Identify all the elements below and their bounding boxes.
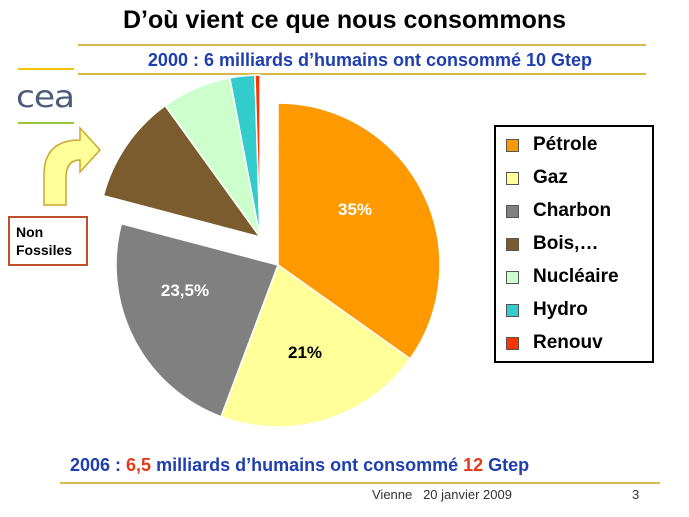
legend-label: Charbon	[533, 200, 612, 221]
bottom-year: 2006 :	[70, 455, 127, 475]
legend-label: Bois,…	[533, 233, 599, 254]
legend-swatch	[506, 336, 519, 350]
bottom-statement: 2006 : 6,5 milliards d’humains ont conso…	[70, 455, 689, 476]
slide-title: D’où vient ce que nous consommons	[122, 6, 567, 34]
slide-subtitle: 2000 : 6 milliards d’humains ont consomm…	[147, 50, 593, 70]
legend-label: Hydro	[533, 299, 588, 320]
pie-slice-charbon	[115, 222, 279, 418]
legend-item: Pétrole	[506, 133, 597, 157]
legend-swatch	[506, 270, 519, 284]
bottom-unit: Gtep	[483, 455, 530, 475]
pie-slice-bois	[102, 104, 262, 239]
legend-label: Gaz	[533, 167, 568, 188]
legend-swatch	[506, 303, 519, 317]
pie-data-labels: 35% 21% 23,5%	[161, 200, 372, 362]
pie-slice-gaz	[220, 263, 412, 428]
footer-text: Vienne 20 janvier 2009	[372, 487, 512, 502]
legend-item: Charbon	[506, 199, 611, 223]
legend-label: Pétrole	[533, 134, 598, 155]
bottom-text: milliards d’humains ont consommé	[151, 455, 464, 475]
non-fossiles-line1: Non	[16, 224, 44, 240]
logo-bar-yellow	[18, 68, 74, 70]
legend-label: Renouv	[533, 332, 603, 353]
legend-item: Bois,…	[506, 232, 598, 256]
legend-swatch	[506, 171, 519, 185]
slice-data-label: 21%	[288, 343, 322, 362]
legend-item: Gaz	[506, 166, 568, 190]
legend-item: Renouv	[506, 331, 603, 355]
legend-item: Nucléaire	[506, 265, 619, 289]
footer-rule	[60, 482, 660, 484]
bottom-gtep: 12	[463, 455, 484, 475]
subtitle-rule	[78, 73, 646, 75]
page-number: 3	[632, 487, 640, 502]
legend-label: Nucléaire	[533, 266, 619, 287]
non-fossiles-label: Non Fossiles	[8, 216, 88, 266]
pie-slice-pétrole	[277, 102, 441, 360]
title-rule	[78, 44, 646, 46]
curved-arrow-icon	[43, 126, 102, 206]
pie-slices	[102, 74, 441, 428]
logo-bar-green	[18, 122, 74, 124]
slice-data-label: 35%	[338, 200, 372, 219]
pie-slice-renouv	[254, 74, 261, 238]
bottom-population: 6,5	[126, 455, 152, 475]
legend-swatch	[506, 237, 519, 251]
legend-swatch	[506, 204, 519, 218]
chart-legend: Pétrole Gaz Charbon Bois,… Nucléaire Hydro Ren…	[494, 125, 654, 363]
legend-swatch	[506, 138, 519, 152]
slice-data-label: 23,5%	[161, 281, 209, 300]
non-fossiles-line2: Fossiles	[16, 242, 73, 258]
legend-item: Hydro	[506, 298, 588, 322]
logo-text: cea	[16, 80, 75, 115]
